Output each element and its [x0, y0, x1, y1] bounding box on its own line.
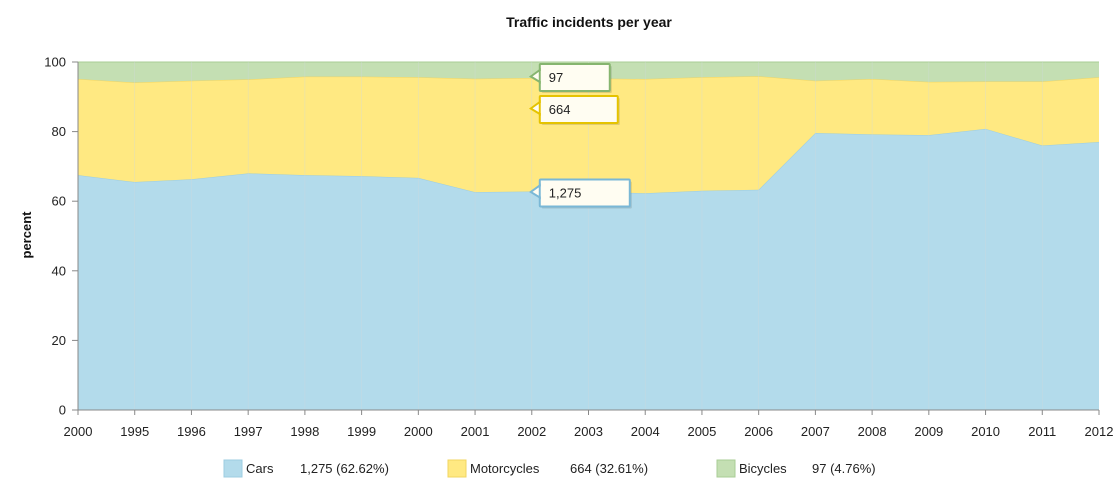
- x-tick-label: 2001: [461, 424, 490, 439]
- x-tick-label: 2012: [1085, 424, 1114, 439]
- y-tick-label: 80: [52, 124, 66, 139]
- tooltip-cars: 1,275: [528, 178, 632, 209]
- y-axis-ticks: 0 20 40 60 80 100: [44, 55, 78, 418]
- tooltip-value: 664: [549, 102, 571, 117]
- x-tick-label: 2007: [801, 424, 830, 439]
- x-tick-label: 2011: [1028, 424, 1056, 439]
- x-tick-label: 2009: [914, 424, 943, 439]
- x-tick-label: 1997: [234, 424, 263, 439]
- legend-label: Motorcycles: [470, 461, 540, 476]
- y-axis-label: percent: [19, 211, 34, 259]
- chart-title: Traffic incidents per year: [506, 14, 672, 30]
- legend-value: 97 (4.76%): [812, 461, 876, 476]
- y-tick-label: 60: [52, 194, 66, 209]
- hover-tooltips: 97 664 1,275: [528, 63, 632, 209]
- legend-swatch: [223, 459, 243, 478]
- y-tick-label: 40: [52, 263, 66, 278]
- x-tick-label: 2003: [574, 424, 603, 439]
- x-tick-label: 1998: [290, 424, 319, 439]
- legend: Cars 1,275 (62.62%) Motorcycles 664 (32.61%…: [223, 459, 876, 478]
- x-tick-label: 2002: [517, 424, 546, 439]
- vertical-gridlines: [134, 62, 1043, 410]
- x-axis-ticks: 2000 1995 1996 1997 1998 1999 2000 2001 2002 2003…: [64, 410, 1114, 439]
- x-tick-label: 1995: [120, 424, 149, 439]
- tooltip-value: 97: [549, 70, 563, 85]
- x-tick-label: 2000: [404, 424, 433, 439]
- tooltip-value: 1,275: [549, 185, 582, 200]
- x-tick-label: 1996: [177, 424, 206, 439]
- legend-label: Bicycles: [739, 461, 787, 476]
- x-tick-label: 1999: [347, 424, 376, 439]
- legend-item-cars[interactable]: Cars 1,275 (62.62%): [223, 459, 389, 478]
- x-tick-label: 2006: [744, 424, 773, 439]
- y-tick-label: 100: [44, 55, 66, 70]
- tooltip-motorcycles: 664: [528, 95, 620, 125]
- x-tick-label: 2008: [858, 424, 887, 439]
- legend-label: Cars: [246, 461, 274, 476]
- x-tick-label: 2005: [687, 424, 716, 439]
- x-tick-label: 2010: [971, 424, 1000, 439]
- x-tick-label: 2004: [631, 424, 660, 439]
- legend-value: 664 (32.61%): [570, 461, 648, 476]
- legend-swatch: [447, 459, 467, 478]
- legend-value: 1,275 (62.62%): [300, 461, 389, 476]
- tooltip-bicycles: 97: [528, 63, 612, 93]
- y-tick-label: 0: [59, 403, 66, 418]
- y-tick-label: 20: [52, 333, 66, 348]
- legend-swatch: [716, 459, 736, 478]
- legend-item-bicycles[interactable]: Bicycles 97 (4.76%): [716, 459, 876, 478]
- legend-item-motorcycles[interactable]: Motorcycles 664 (32.61%): [447, 459, 648, 478]
- x-tick-label: 2000: [64, 424, 93, 439]
